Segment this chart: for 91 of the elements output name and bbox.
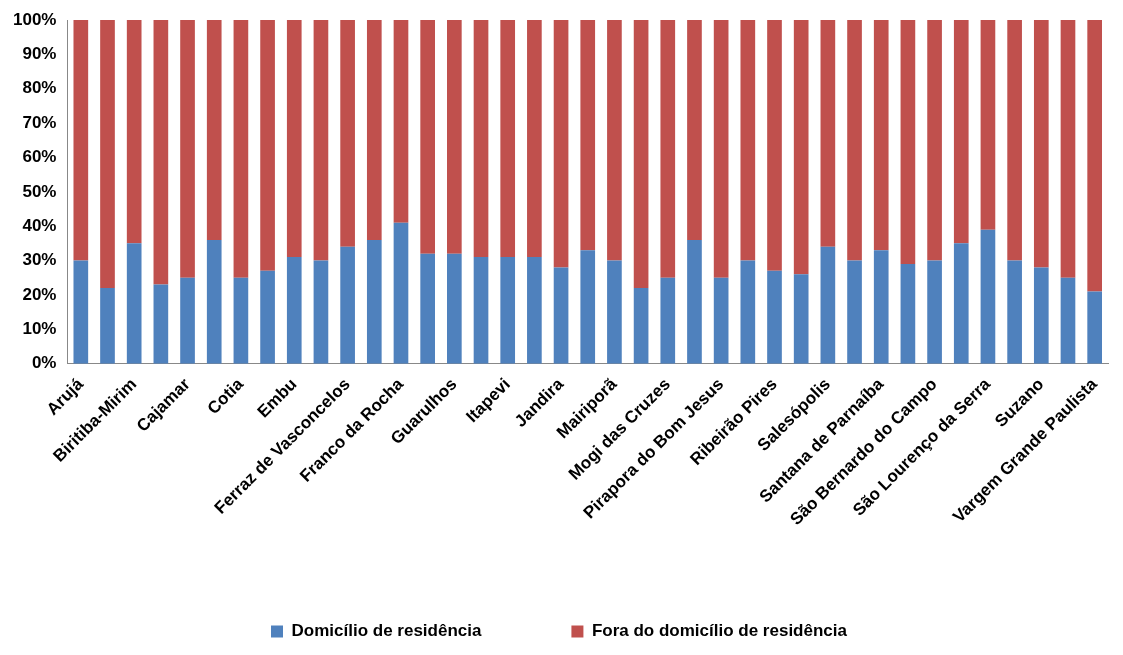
bar (420, 20, 435, 254)
bar (206, 239, 222, 364)
bar (153, 20, 169, 285)
bar (447, 253, 462, 364)
bar (180, 277, 195, 364)
bar (580, 250, 596, 364)
bar (447, 20, 462, 254)
bar (366, 239, 382, 364)
bar (607, 260, 622, 364)
y-tick-label: 0% (31, 353, 57, 373)
bar (527, 20, 542, 258)
bar (73, 20, 89, 261)
bar (900, 20, 916, 264)
bar (393, 20, 409, 223)
bar (126, 20, 142, 244)
bar (713, 20, 729, 278)
bar (847, 20, 862, 261)
legend-label: Domicílio de residência (291, 621, 482, 641)
bar (473, 20, 489, 258)
bar (687, 239, 702, 364)
bar (793, 274, 809, 364)
bar (1033, 20, 1049, 268)
bar (260, 20, 275, 271)
bar (340, 246, 355, 364)
bar (393, 222, 409, 364)
bar (1087, 291, 1102, 364)
legend-label: Fora do domicílio de residência (591, 621, 848, 641)
bar (980, 20, 996, 230)
bar (366, 20, 382, 240)
bar (767, 270, 782, 364)
bar (713, 277, 729, 364)
y-tick-label: 70% (22, 112, 57, 132)
bar (153, 284, 169, 364)
bar (527, 257, 542, 364)
bar (820, 20, 836, 247)
bar (73, 260, 89, 364)
bar (473, 257, 489, 364)
y-tick-label: 30% (22, 250, 57, 270)
bar (206, 20, 222, 240)
bar (927, 20, 942, 261)
bar (233, 20, 249, 278)
bar (687, 20, 702, 240)
bar (260, 270, 275, 364)
bar (126, 243, 142, 364)
y-tick-label: 40% (22, 215, 57, 235)
y-tick-label: 80% (22, 78, 57, 98)
bar (580, 20, 596, 251)
bar (100, 288, 115, 364)
bar (820, 246, 836, 364)
bar (1060, 20, 1076, 278)
y-tick-label: 90% (22, 44, 57, 64)
bar (740, 20, 756, 261)
bar (1007, 20, 1022, 261)
bar (953, 20, 969, 244)
bar (286, 257, 302, 364)
bar (740, 260, 756, 364)
bar (500, 20, 516, 258)
bar (1087, 20, 1102, 292)
bar (340, 20, 355, 247)
bar (953, 243, 969, 364)
y-tick-label: 100% (13, 9, 57, 29)
bar (180, 20, 195, 278)
bar (900, 263, 916, 364)
y-tick-label: 10% (22, 318, 57, 338)
bar (793, 20, 809, 275)
y-tick-label: 50% (22, 181, 57, 201)
y-tick-label: 60% (22, 147, 57, 167)
bar (633, 288, 649, 364)
bar (313, 260, 329, 364)
bar (100, 20, 115, 289)
bar (1060, 277, 1076, 364)
bar (1007, 260, 1022, 364)
bar (233, 277, 249, 364)
bar (607, 20, 622, 261)
bar (660, 277, 676, 364)
bar (980, 229, 996, 364)
bar (927, 260, 942, 364)
bar (500, 257, 516, 364)
bar (873, 250, 889, 364)
bar (767, 20, 782, 271)
bar (1033, 267, 1049, 364)
y-tick-label: 20% (22, 284, 57, 304)
bar (553, 20, 569, 268)
bar (633, 20, 649, 289)
bar (313, 20, 329, 261)
bar (553, 267, 569, 364)
bar (286, 20, 302, 258)
bar (847, 260, 862, 364)
bar (873, 20, 889, 251)
bar (420, 253, 435, 364)
bar (660, 20, 676, 278)
